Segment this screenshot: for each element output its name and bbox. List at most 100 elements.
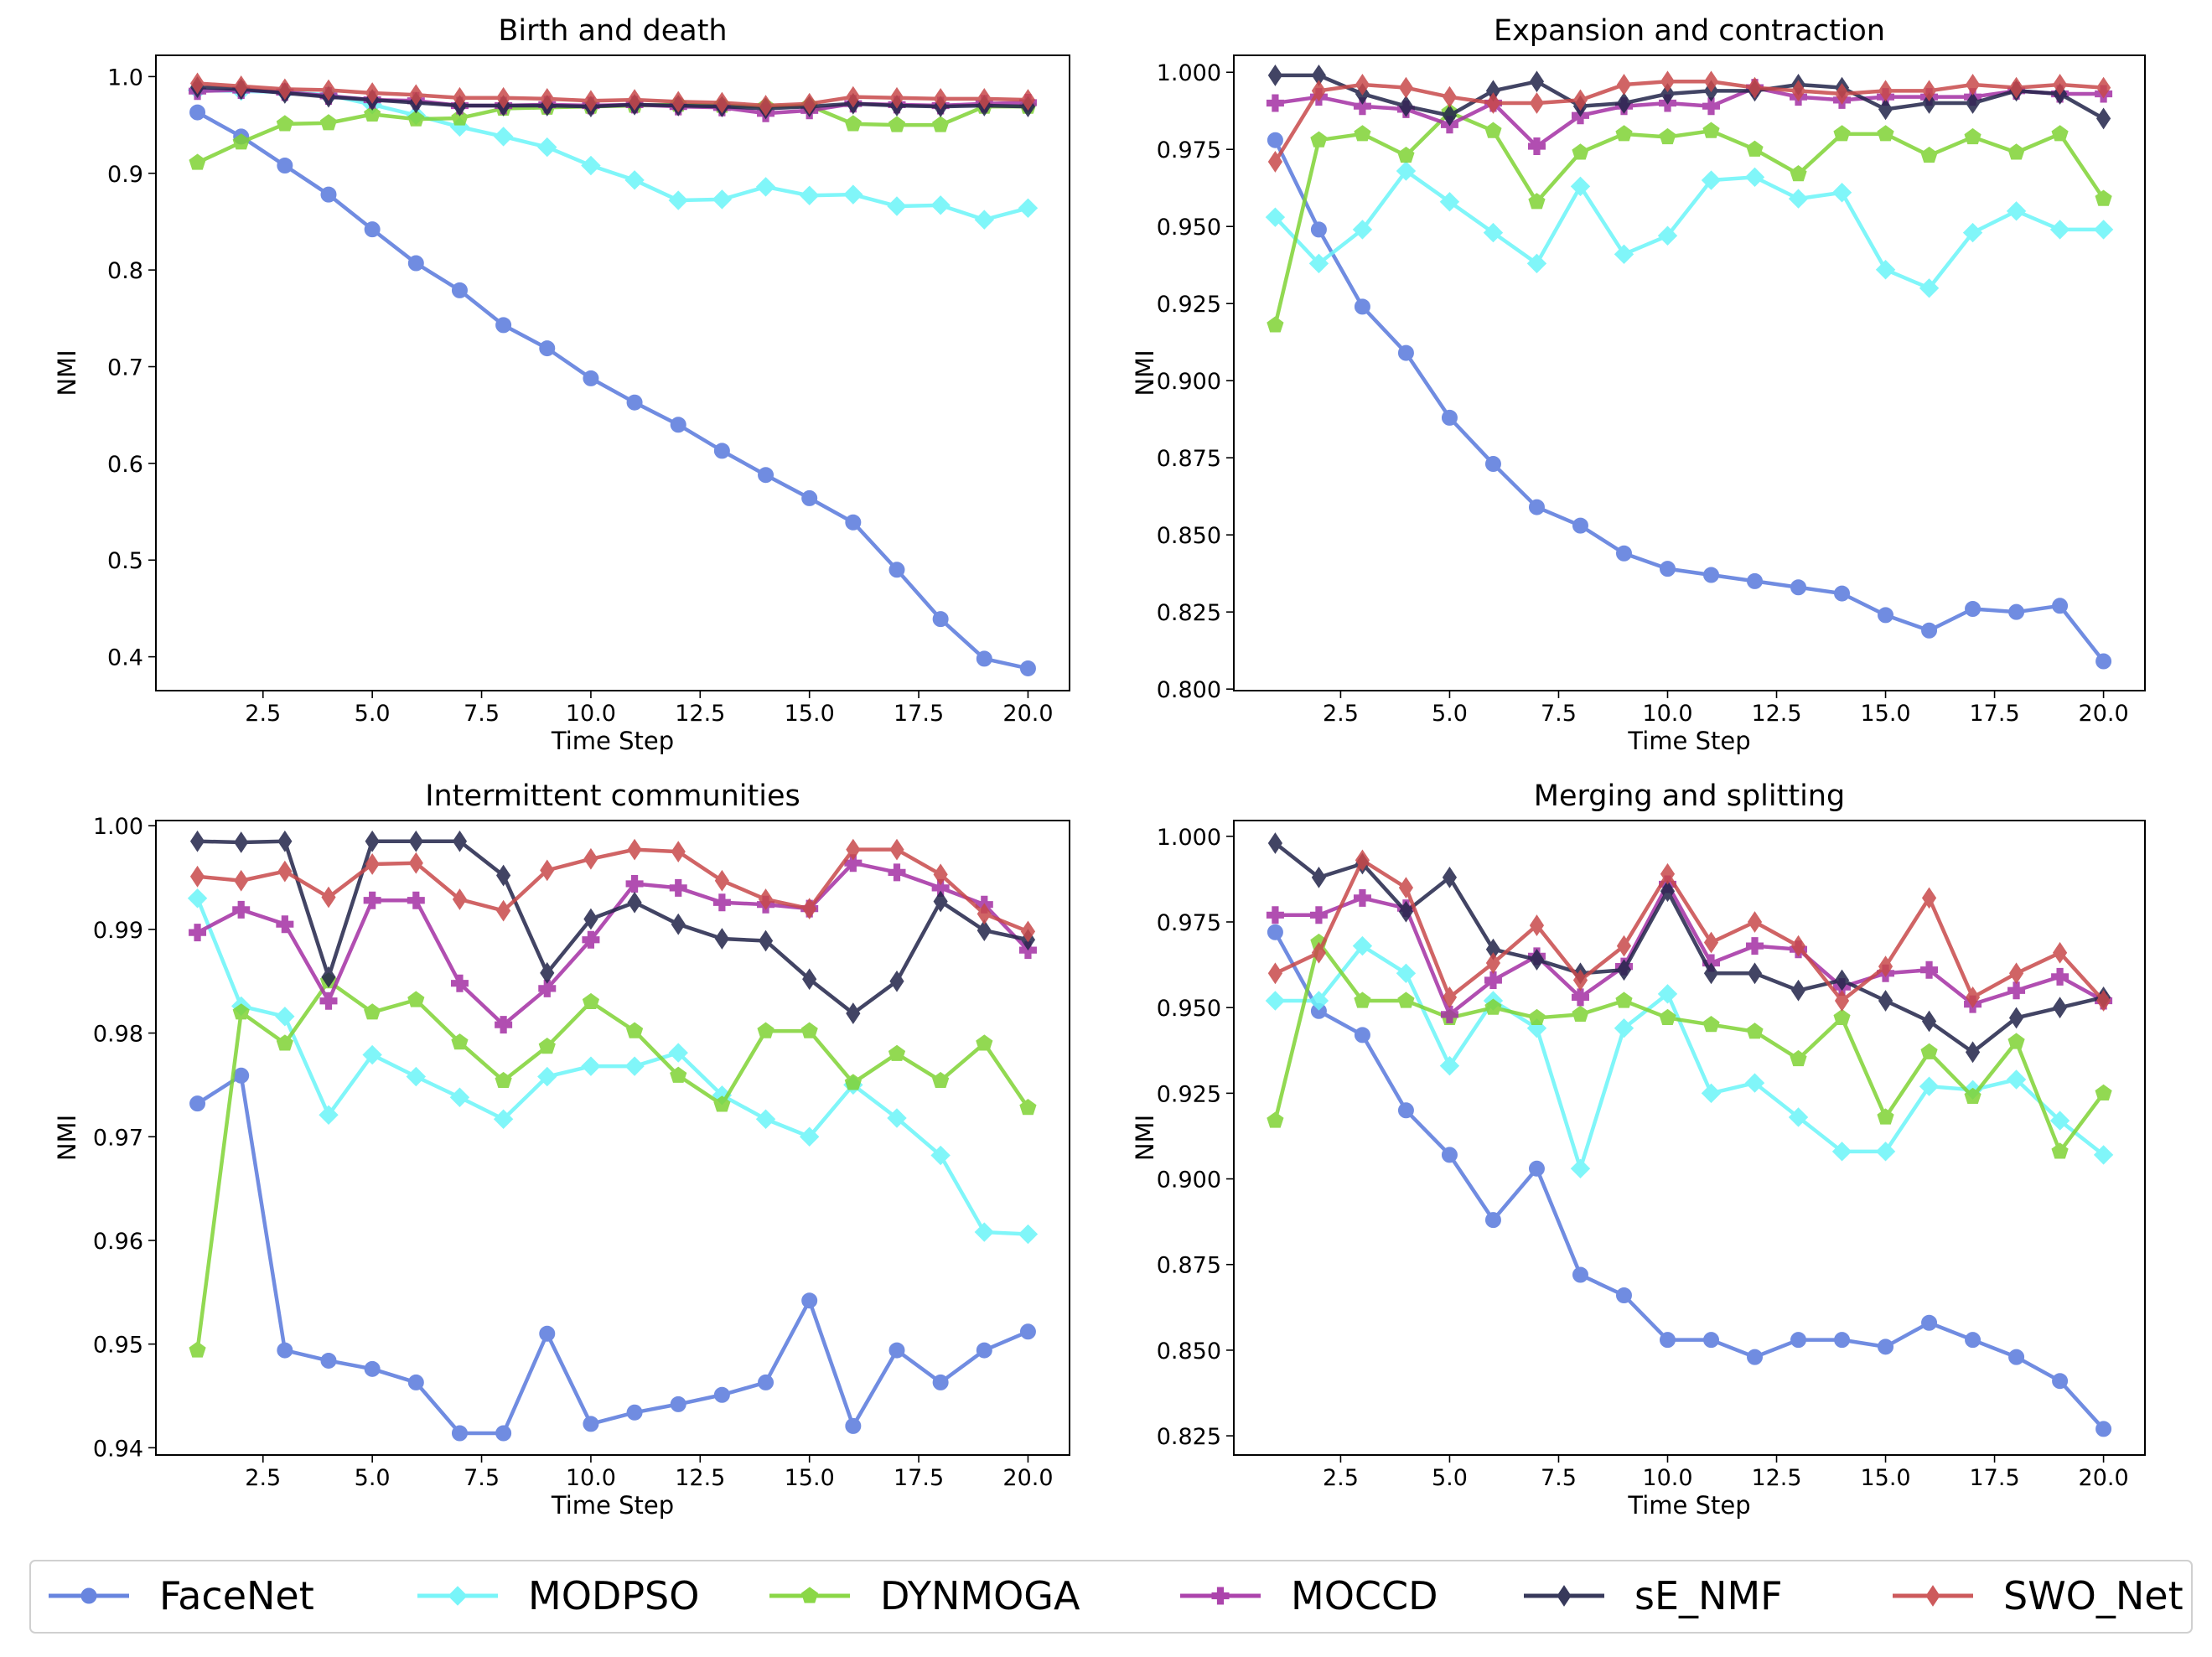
data-point-dynmoga [1746,1023,1764,1039]
data-point-modpso [1831,1142,1852,1162]
data-point-modpso [624,1056,645,1076]
data-point-modpso [712,189,733,210]
data-point-modpso [537,1066,557,1087]
data-point-dynmoga [1746,140,1764,157]
data-point-modpso [1962,222,1983,243]
data-point-dynmoga [625,1022,644,1038]
data-point-dynmoga [451,1033,469,1050]
data-point-moccd [1309,906,1328,924]
legend-entry-dynmoga [769,1587,850,1603]
data-point-swo-net [802,898,817,920]
data-point-swo-net [1267,151,1283,173]
data-point-dynmoga [844,1074,862,1090]
data-point-dynmoga [232,1003,250,1020]
data-point-moccd [1746,937,1764,955]
data-point-modpso [1744,167,1765,188]
data-point-dynmoga [800,1022,818,1038]
x-tick-label: 15.0 [1860,701,1910,727]
data-point-facenet [1878,1339,1894,1355]
data-point-swo-net [1616,74,1632,96]
y-tick-label: 0.7 [107,355,143,381]
data-point-facenet [1834,1332,1851,1349]
y-tick-label: 0.950 [1157,215,1221,241]
data-point-dynmoga [888,116,906,132]
data-point-facenet [1703,1332,1720,1349]
data-point-dynmoga [189,1341,206,1358]
data-point-facenet [1747,572,1764,589]
data-point-dynmoga [1790,165,1807,182]
data-point-facenet [451,282,468,298]
data-point-swo-net [1965,74,1981,96]
data-point-facenet [583,1416,599,1432]
y-tick-label: 1.0 [107,65,143,91]
data-point-dynmoga [1833,1008,1851,1026]
data-point-moccd [538,979,557,997]
data-point-swo-net [452,888,468,910]
legend-entry-facenet [49,1587,129,1604]
data-point-swo-net [2095,990,2111,1012]
data-point-facenet [495,317,512,334]
data-point-facenet [1354,298,1370,315]
x-axis-label: Time Step [551,727,674,755]
data-point-dynmoga [1397,146,1415,163]
series-line-facenet [196,1074,1029,1436]
data-point-facenet [1267,132,1283,148]
data-point-facenet [1572,1266,1588,1283]
legend-label: SWO_Net [2003,1573,2184,1618]
data-point-modpso [2006,1069,2027,1090]
data-point-facenet [539,1325,556,1342]
x-axis-label: Time Step [1627,1491,1750,1520]
data-point-moccd [2051,967,2070,986]
data-point-modpso [1570,1158,1591,1178]
plot-frame [1233,54,2146,691]
data-point-facenet [583,370,599,386]
y-tick-label: 0.97 [93,1125,143,1151]
data-point-swo-net [540,859,555,882]
data-point-moccd [1266,906,1284,924]
y-tick-label: 0.850 [1157,1339,1221,1364]
y-tick-label: 0.825 [1157,600,1221,626]
data-point-dynmoga [1572,143,1589,160]
data-point-swo-net [802,92,817,115]
data-point-modpso [799,185,820,205]
data-point-swo-net [1572,89,1588,111]
y-tick-label: 0.900 [1157,1168,1221,1194]
data-point-modpso [1483,222,1504,243]
data-point-dynmoga [844,115,862,132]
y-axis-label: NMI [53,350,81,396]
data-point-dynmoga [1964,1087,1981,1105]
series-modpso [1265,935,2114,1178]
data-point-swo-net [1442,986,1458,1008]
data-point-swo-net [1790,935,1806,957]
series-se-nmf [1267,832,2111,1064]
data-point-modpso [1308,991,1329,1011]
data-point-se-nmf [976,919,992,942]
data-point-swo-net [1398,76,1414,99]
data-point-swo-net [1921,887,1937,909]
data-point-se-nmf [1311,866,1327,888]
data-point-swo-net [189,72,205,95]
data-point-modpso [887,1108,907,1128]
data-point-dynmoga [1528,193,1546,210]
data-point-se-nmf [714,928,729,950]
data-point-swo-net [2052,74,2068,96]
data-point-swo-net [714,869,729,892]
data-point-se-nmf [1267,65,1283,86]
y-tick-label: 0.95 [93,1333,143,1359]
data-point-facenet [189,104,206,121]
data-point-modpso [1614,1018,1634,1038]
data-point-swo-net [1660,70,1676,93]
data-point-facenet [1354,1027,1370,1043]
series-facenet [189,1067,1036,1442]
data-point-se-nmf [408,830,423,852]
data-point-modpso [187,888,208,909]
data-point-swo-net [1355,849,1370,872]
data-point-swo-net [408,852,423,874]
series-swo-net [189,72,1036,117]
data-point-swo-net [321,886,336,909]
data-point-dynmoga [1615,125,1633,142]
legend-marker-dynmoga [800,1587,819,1603]
data-point-modpso [624,170,645,190]
data-point-facenet [1921,1314,1938,1331]
data-point-facenet [2095,1421,2112,1437]
